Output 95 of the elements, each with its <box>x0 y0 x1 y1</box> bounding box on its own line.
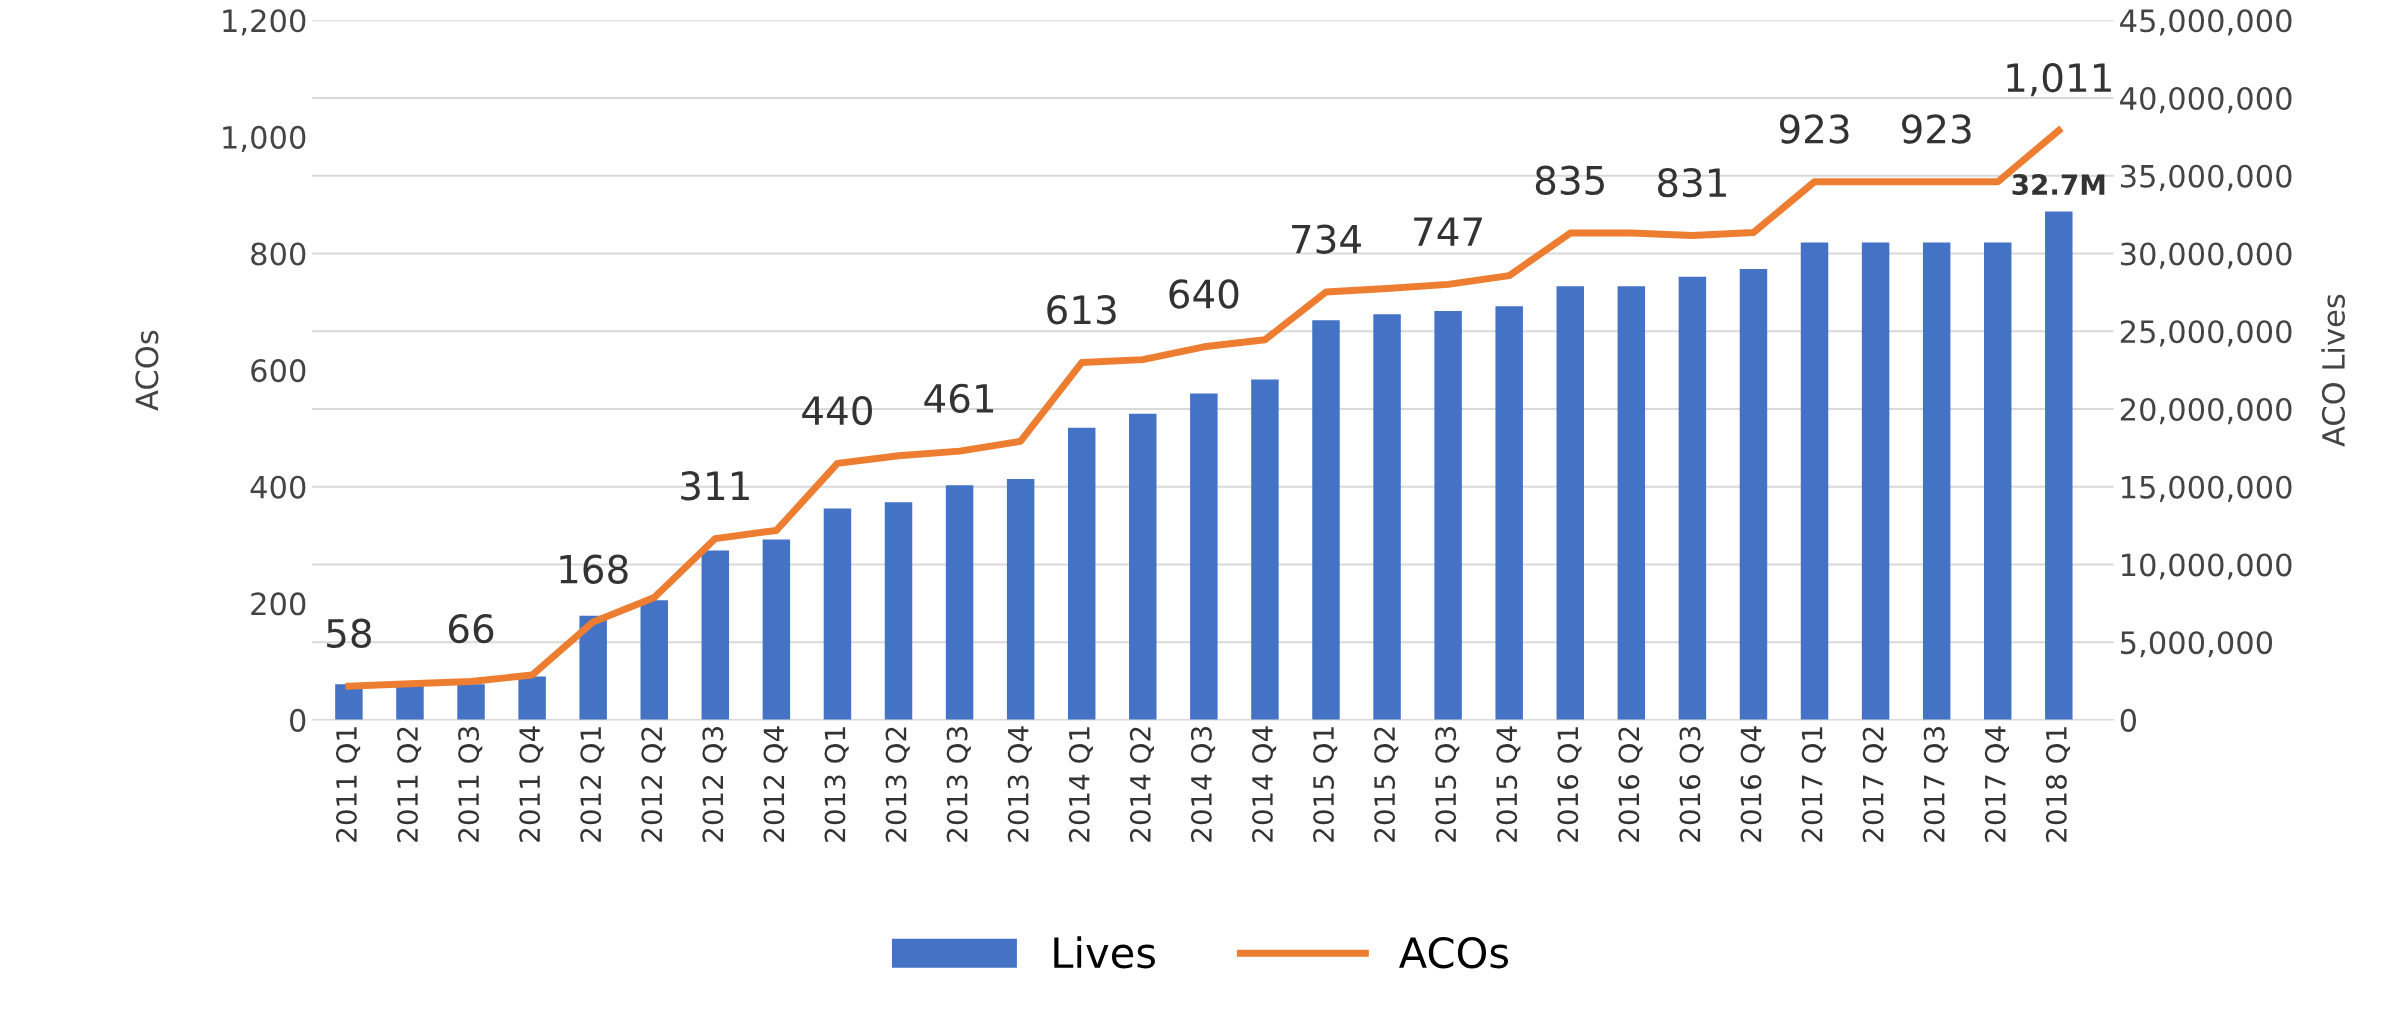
data-label: 747 <box>1414 217 1482 246</box>
bar <box>579 615 607 720</box>
bar <box>1556 286 1584 720</box>
legend-label: Lives <box>1054 936 1156 969</box>
data-label: 640 <box>1169 279 1239 309</box>
x-tick-label: 2018 Q1 <box>2045 727 2071 842</box>
data-label: 32.7M <box>2012 174 2105 196</box>
x-tick-label: 2011 Q1 <box>335 727 361 842</box>
bar <box>1129 413 1157 720</box>
y2-tick-label: 15,000,000 <box>2121 475 2292 502</box>
bar <box>1739 269 1768 720</box>
x-tick-label: 2012 Q1 <box>580 727 605 842</box>
bar <box>457 684 485 720</box>
data-label: 461 <box>924 383 994 414</box>
x-tick-label: 2012 Q4 <box>763 726 788 842</box>
data-label: 835 <box>1535 165 1604 195</box>
y2-axis-title: ACO Lives <box>2321 294 2345 447</box>
y-tick-label: 1,200 <box>223 9 306 36</box>
y-tick-label: 400 <box>250 475 306 499</box>
bar <box>1861 242 1890 720</box>
bar <box>1312 320 1340 720</box>
y2-tick-label: 25,000,000 <box>2120 320 2292 347</box>
bar <box>1922 242 1951 720</box>
x-tick-label: 2015 Q1 <box>1313 727 1338 842</box>
bar <box>518 676 546 720</box>
x-tick-label: 2012 Q2 <box>641 727 666 842</box>
y-tick-label: 600 <box>251 359 306 383</box>
x-tick-label: 2014 Q2 <box>1129 727 1155 842</box>
data-label: 613 <box>1047 295 1116 325</box>
bar <box>396 685 424 720</box>
bar <box>1434 311 1462 720</box>
x-tick-label: 2016 Q3 <box>1679 727 1704 842</box>
bar <box>1617 286 1646 720</box>
x-tick-label: 2016 Q1 <box>1557 727 1582 842</box>
data-label: 923 <box>1902 114 1971 144</box>
bar <box>762 539 791 720</box>
bar <box>1983 242 2012 720</box>
bar <box>1678 276 1707 720</box>
y2-tick-label: 0 <box>2120 708 2137 732</box>
y2-tick-label: 10,000,000 <box>2121 553 2292 580</box>
x-tick-label: 2017 Q2 <box>1862 727 1887 842</box>
data-label: 923 <box>1779 114 1849 144</box>
x-tick-label: 2013 Q2 <box>885 727 910 842</box>
data-label: 58 <box>327 618 371 649</box>
bar <box>884 502 913 720</box>
bar <box>640 600 668 720</box>
legend-label: ACOs <box>1399 936 1509 969</box>
x-tick-label: 2011 Q3 <box>458 727 483 842</box>
x-tick-label: 2013 Q4 <box>1007 726 1032 842</box>
bar <box>701 550 730 720</box>
y2-tick-label: 40,000,000 <box>2120 86 2292 114</box>
y2-tick-label: 5,000,000 <box>2120 631 2273 658</box>
bar <box>1373 314 1401 720</box>
bar <box>1190 393 1218 720</box>
bar <box>1800 242 1829 720</box>
bar <box>2045 211 2073 720</box>
data-label: 831 <box>1657 167 1726 198</box>
bar <box>1006 478 1035 720</box>
bar <box>1067 427 1096 720</box>
data-label: 66 <box>449 613 494 644</box>
data-label: 440 <box>802 395 872 426</box>
x-tick-label: 2015 Q4 <box>1496 726 1521 842</box>
x-tick-label: 2011 Q4 <box>519 726 544 842</box>
x-tick-label: 2013 Q1 <box>824 727 849 842</box>
x-tick-label: 2013 Q3 <box>946 727 971 842</box>
bar <box>823 508 852 720</box>
x-tick-label: 2014 Q3 <box>1190 727 1216 842</box>
x-tick-label: 2011 Q2 <box>397 727 422 842</box>
y-tick-label: 0 <box>289 708 306 732</box>
y2-tick-label: 35,000,000 <box>2120 164 2292 191</box>
y2-tick-label: 45,000,000 <box>2120 9 2292 36</box>
y-tick-label: 1,000 <box>223 125 306 153</box>
x-tick-label: 2016 Q4 <box>1740 726 1765 842</box>
data-label: 734 <box>1292 224 1361 254</box>
x-tick-label: 2014 Q1 <box>1068 727 1093 842</box>
y-tick-label: 800 <box>251 242 306 266</box>
x-tick-label: 2014 Q4 <box>1251 726 1277 842</box>
y-axis-title: ACOs <box>135 330 159 411</box>
bar <box>1495 306 1523 720</box>
y-tick-label: 200 <box>251 592 306 616</box>
x-tick-label: 2017 Q4 <box>1984 726 2009 842</box>
data-label: 311 <box>681 471 749 501</box>
bar <box>335 684 363 720</box>
x-tick-label: 2015 Q2 <box>1374 727 1399 842</box>
x-tick-label: 2017 Q1 <box>1801 727 1826 842</box>
x-tick-label: 2017 Q3 <box>1923 727 1948 842</box>
y2-tick-label: 30,000,000 <box>2120 242 2292 269</box>
x-tick-label: 2012 Q3 <box>702 727 727 842</box>
x-tick-label: 2016 Q2 <box>1618 727 1643 842</box>
y2-tick-label: 20,000,000 <box>2120 397 2292 425</box>
data-label: 1,011 <box>2007 62 2111 97</box>
x-tick-label: 2015 Q3 <box>1435 727 1460 842</box>
bar <box>1251 379 1279 720</box>
data-label: 168 <box>560 554 628 584</box>
bar <box>945 485 974 720</box>
